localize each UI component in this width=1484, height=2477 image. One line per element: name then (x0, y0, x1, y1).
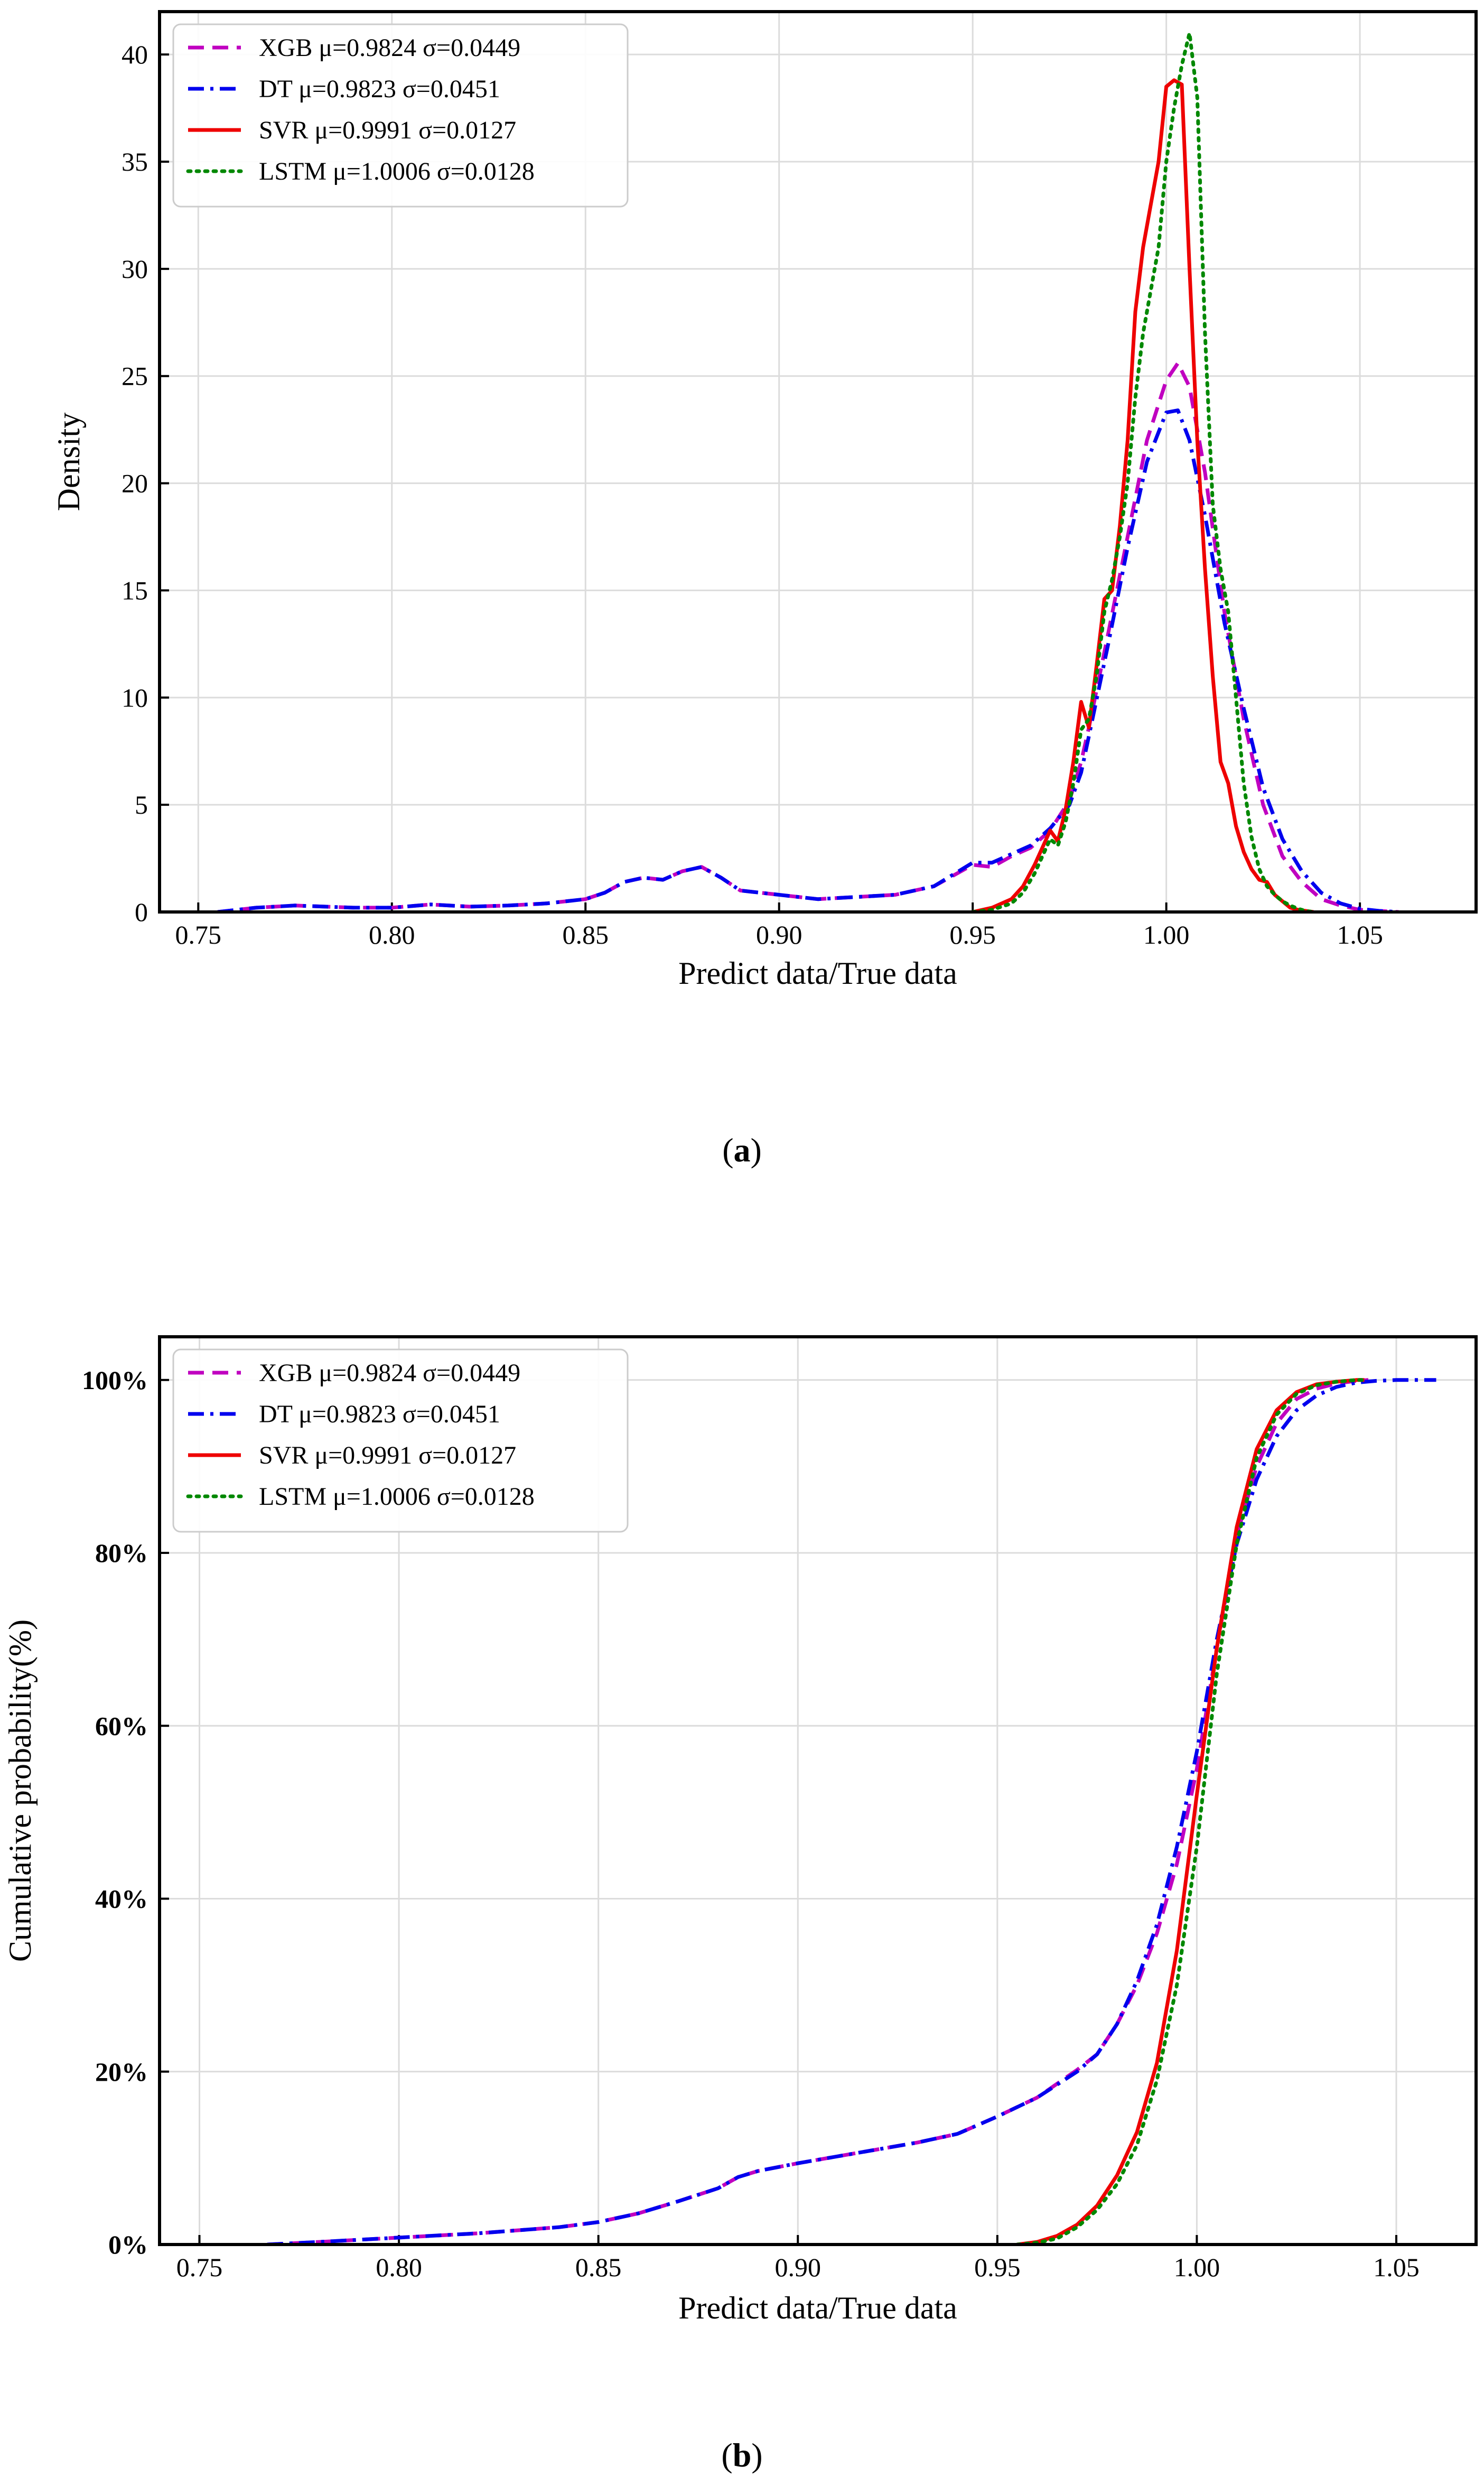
legend-box (172, 1348, 629, 1533)
legend-label-svr: SVR μ=0.9991 σ=0.0127 (259, 1441, 516, 1469)
legend-label-lstm: LSTM μ=1.0006 σ=0.0128 (259, 1483, 535, 1511)
legend: XGB μ=0.9824 σ=0.0449 DT μ=0.9823 σ=0.045… (172, 23, 629, 208)
x-tick-label: 1.00 (1174, 2252, 1220, 2282)
x-tick-label: 0.90 (756, 920, 802, 949)
y-tick-label: 35 (122, 147, 148, 176)
x-axis-label: Predict data/True data (678, 2290, 957, 2325)
y-tick-label: 40 (122, 40, 148, 69)
y-tick-label: 20% (95, 2057, 148, 2087)
caption-b-letter: b (732, 2436, 752, 2474)
x-tick-label: 0.80 (369, 920, 415, 949)
series-line-svr (972, 78, 1314, 912)
legend-label-lstm: LSTM μ=1.0006 σ=0.0128 (259, 157, 535, 185)
series-line-xgb (217, 361, 1399, 912)
x-tick-label: 1.05 (1337, 920, 1383, 949)
y-tick-label: 60% (95, 1711, 148, 1740)
caption-b: (b) (721, 2436, 763, 2474)
plot-frame (158, 10, 1478, 914)
series-line-lstm (970, 31, 1315, 912)
y-axis-label: Density (51, 413, 86, 511)
y-tick-label: 80% (95, 1538, 148, 1568)
x-tick-label: 0.80 (376, 2252, 422, 2282)
x-tick-label: 1.00 (1143, 920, 1190, 949)
x-tick-label: 0.75 (175, 920, 222, 949)
y-tick-label: 30 (122, 254, 148, 284)
x-tick-label: 0.85 (575, 2252, 622, 2282)
y-tick-label: 0% (108, 2230, 148, 2259)
y-tick-label: 10 (122, 683, 148, 712)
legend-label-xgb: XGB μ=0.9824 σ=0.0449 (259, 34, 520, 62)
x-tick-label: 1.05 (1373, 2252, 1420, 2282)
plot-frame (158, 1335, 1478, 2246)
x-tick-label: 0.95 (974, 2252, 1021, 2282)
y-axis-label: Cumulative probability(%) (3, 1619, 38, 1962)
y-tick-label: 100% (82, 1365, 148, 1395)
y-tick-label: 5 (135, 790, 148, 820)
legend-label-dt: DT μ=0.9823 σ=0.0451 (259, 1400, 500, 1428)
series-line-lstm (1015, 1378, 1367, 2245)
y-tick-label: 25 (122, 361, 148, 391)
y-tick-label: 0 (135, 897, 148, 927)
series-line-dt (267, 1378, 1436, 2245)
x-tick-label: 0.95 (949, 920, 996, 949)
chart-panel-b: 0.75 0.80 0.85 0.90 0.95 1.00 1.05 0% 20% 40% 60% 8… (3, 1335, 1478, 2325)
legend-label-xgb: XGB μ=0.9824 σ=0.0449 (259, 1359, 520, 1387)
series-line-dt (217, 408, 1399, 912)
caption-a: (a) (722, 1131, 762, 1169)
y-tick-label: 40% (95, 1884, 148, 1914)
x-tick-label: 0.75 (176, 2252, 223, 2282)
chart-panel-a: 0.75 0.80 0.85 0.90 0.95 1.00 1.05 0 5 10 15 20 25 30… (51, 10, 1478, 991)
legend-label-svr: SVR μ=0.9991 σ=0.0127 (259, 116, 516, 144)
series-line-svr (1017, 1378, 1365, 2245)
x-tick-label: 0.85 (562, 920, 609, 949)
x-axis-label: Predict data/True data (678, 956, 957, 991)
caption-a-letter: a (733, 1131, 751, 1169)
y-tick-label: 20 (122, 469, 148, 498)
legend-box (172, 23, 629, 208)
legend: XGB μ=0.9824 σ=0.0449 DT μ=0.9823 σ=0.045… (172, 1348, 629, 1533)
x-tick-label: 0.90 (774, 2252, 821, 2282)
legend-label-dt: DT μ=0.9823 σ=0.0451 (259, 75, 500, 103)
y-tick-label: 15 (122, 575, 148, 605)
